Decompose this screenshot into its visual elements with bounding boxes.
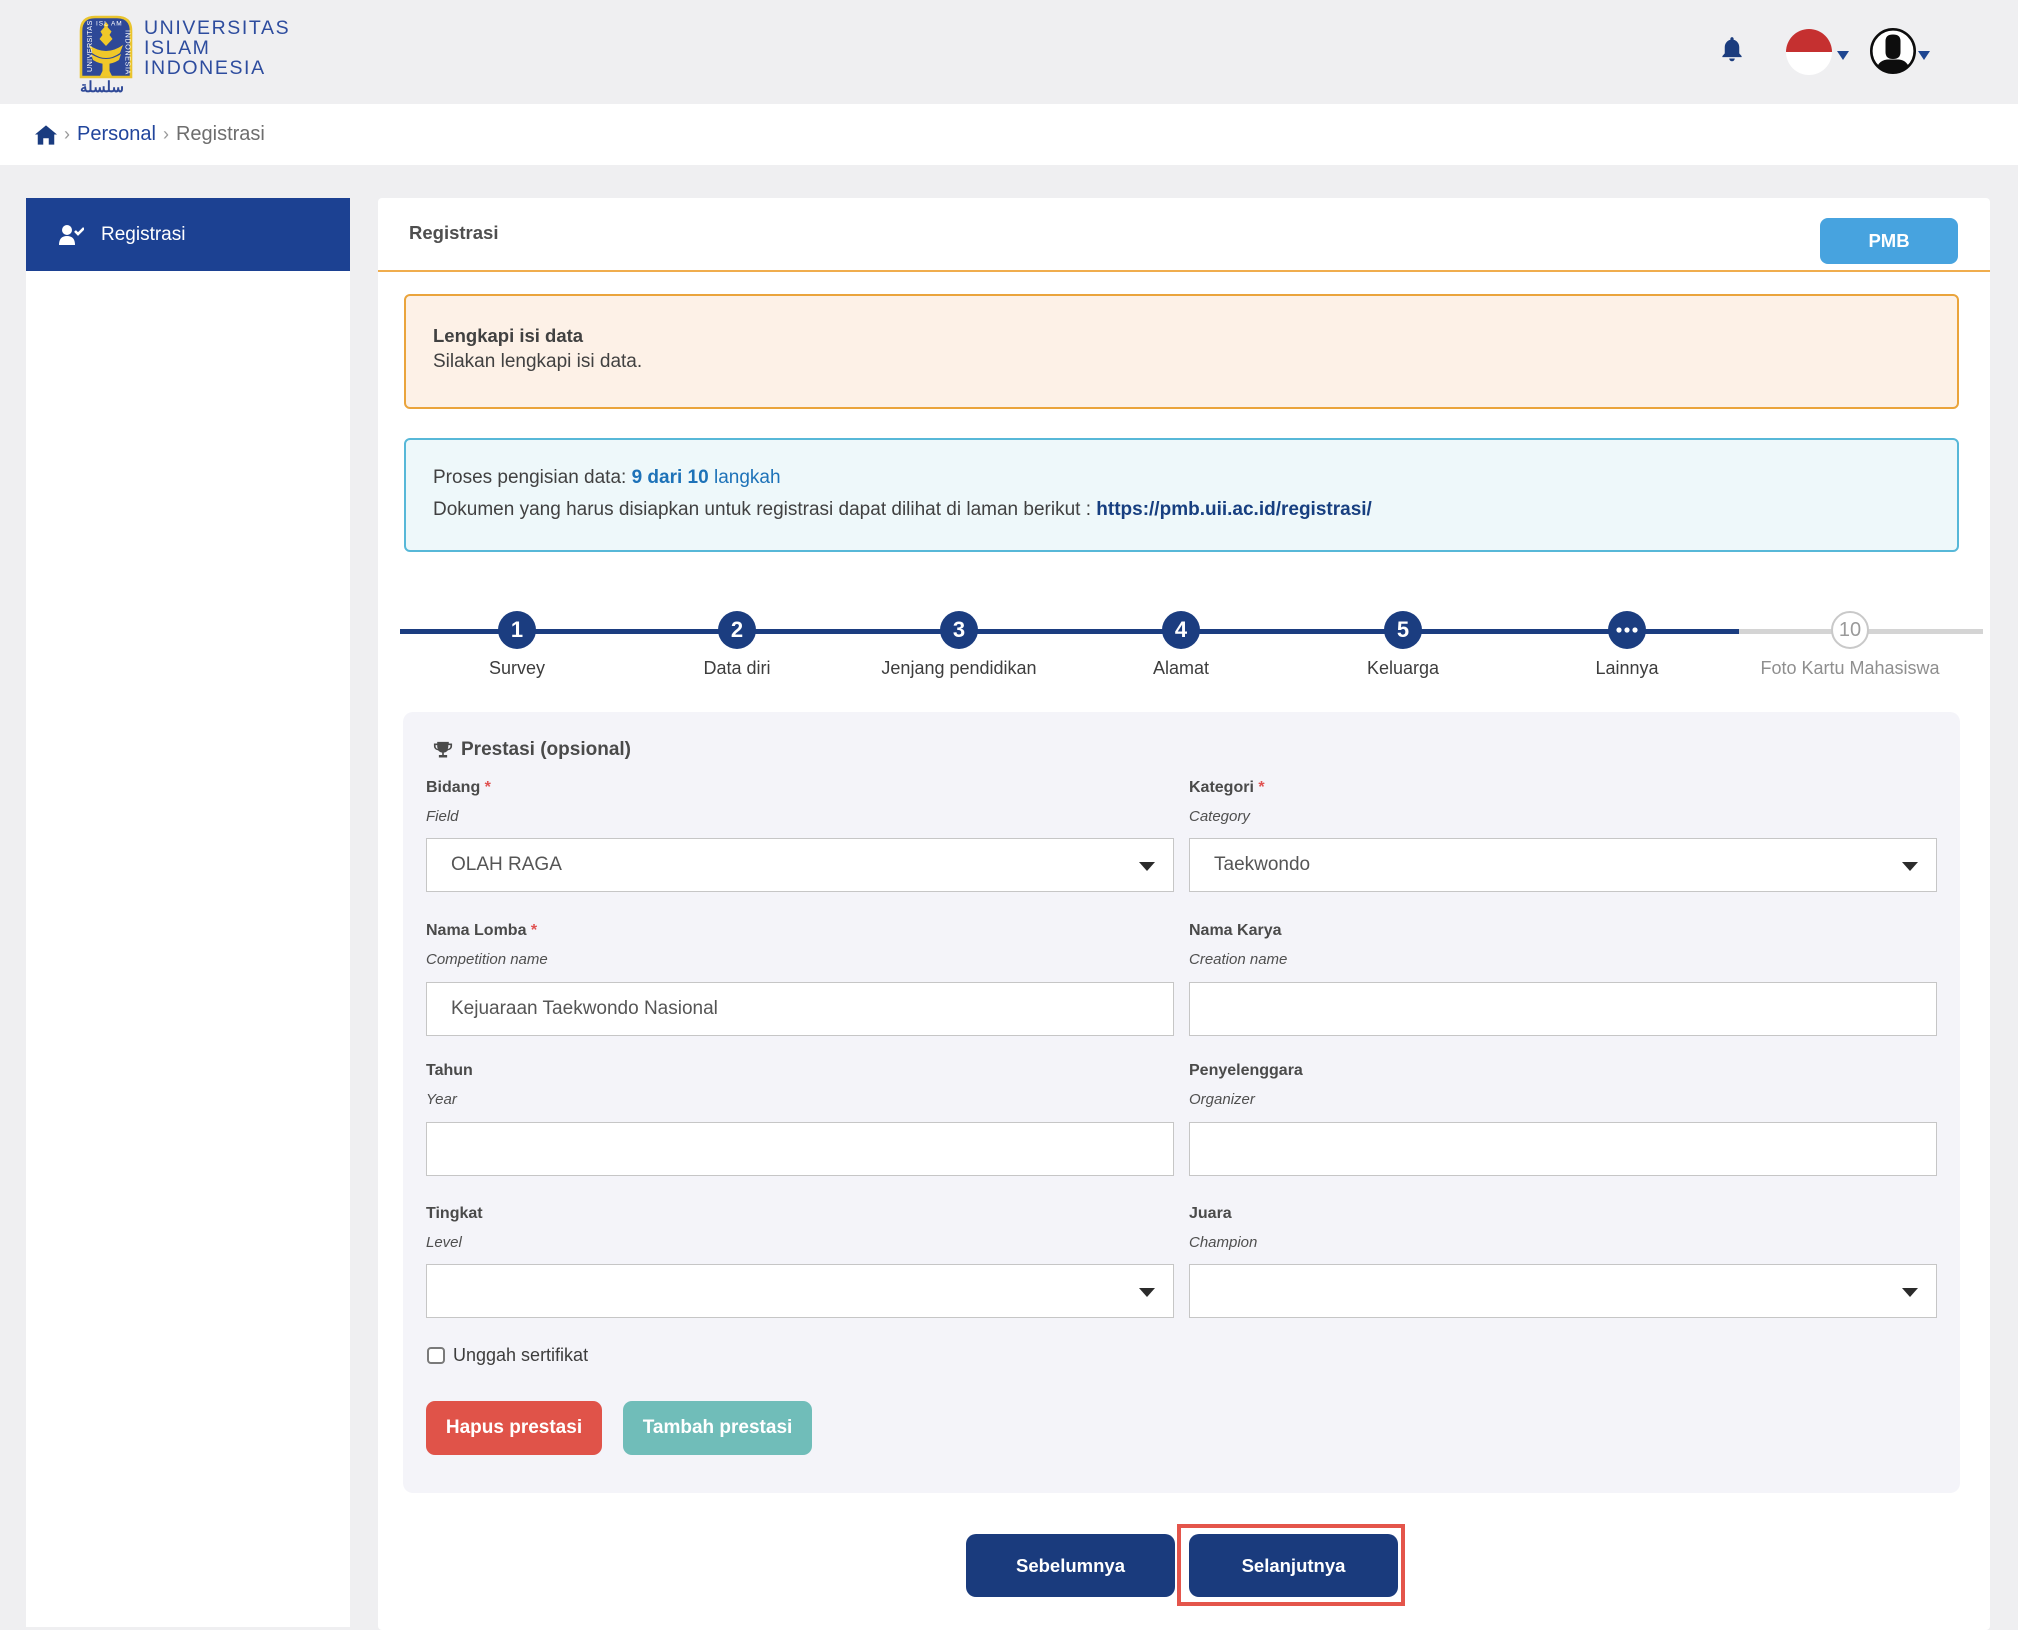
svg-text:INDONESIA: INDONESIA (124, 30, 133, 75)
svg-text:UNIVERSITAS: UNIVERSITAS (85, 20, 94, 72)
svg-text:سلسلة: سلسلة (80, 80, 124, 96)
svg-text:ISL AM: ISL AM (96, 21, 123, 28)
